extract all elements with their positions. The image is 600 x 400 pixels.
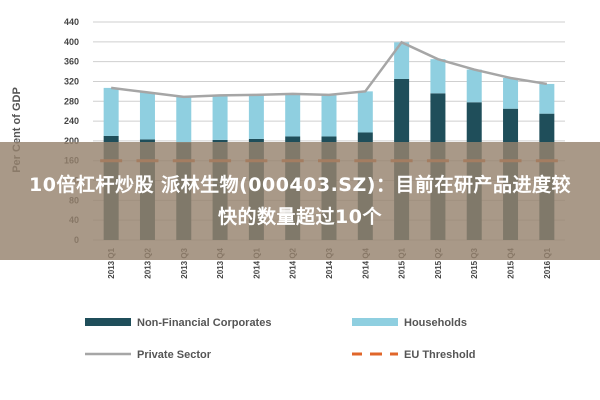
x-tick-label: 2015 Q1	[398, 247, 407, 278]
y-tick-label: 280	[64, 96, 79, 106]
x-tick-label: 2013 Q2	[143, 247, 152, 278]
bar-households	[394, 42, 410, 79]
bar-households	[430, 59, 446, 94]
x-tick-label: 2013 Q4	[216, 247, 225, 278]
bar-households	[539, 83, 555, 114]
bar-households	[248, 94, 264, 139]
x-tick-label: 2014 Q4	[361, 247, 370, 278]
bar-households	[212, 95, 228, 140]
y-tick-label: 400	[64, 37, 79, 47]
y-tick-label: 320	[64, 76, 79, 86]
legend-swatch-non-financial	[85, 318, 131, 326]
x-tick-label: 2014 Q3	[325, 247, 334, 278]
legend-swatch-households	[352, 318, 398, 326]
x-tick-label: 2014 Q1	[252, 247, 261, 278]
bar-households	[103, 87, 119, 136]
bar-households	[321, 94, 337, 137]
x-tick-label: 2016 Q1	[543, 247, 552, 278]
legend-label-households: Households	[404, 317, 467, 329]
x-tick-label: 2014 Q2	[289, 247, 298, 278]
y-tick-label: 240	[64, 116, 79, 126]
bar-households	[139, 92, 155, 140]
x-tick-label: 2015 Q4	[507, 247, 516, 278]
x-tick-label: 2015 Q3	[470, 247, 479, 278]
y-tick-label: 200	[64, 136, 79, 146]
bar-households	[285, 93, 301, 137]
line-private-sector	[111, 40, 548, 99]
legend: Non-Financial Corporates Households Priv…	[85, 317, 476, 361]
x-tick-label: 2013 Q3	[180, 247, 189, 278]
y-tick-label: 360	[64, 57, 79, 67]
headline-text: 10倍杠杆炒股 派林生物(000403.SZ)：目前在研产品进度较快的数量超过1…	[29, 174, 571, 228]
x-tick-label: 2013 Q1	[107, 247, 116, 278]
x-tick-label: 2015 Q2	[434, 247, 443, 278]
y-tick-label: 440	[64, 17, 79, 27]
legend-label-non-financial: Non-Financial Corporates	[137, 317, 271, 329]
bar-households	[503, 77, 519, 109]
legend-label-eu-threshold: EU Threshold	[404, 349, 476, 361]
legend-label-private-sector: Private Sector	[137, 349, 212, 361]
headline-banner: 10倍杠杆炒股 派林生物(000403.SZ)：目前在研产品进度较快的数量超过1…	[0, 142, 600, 260]
bar-households	[466, 69, 482, 103]
bar-households	[176, 96, 192, 143]
bar-households	[357, 91, 373, 133]
